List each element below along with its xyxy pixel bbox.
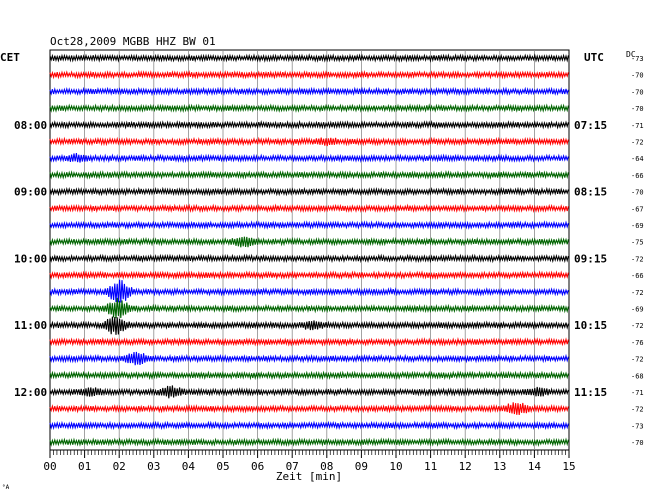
seismic-trace <box>49 279 569 303</box>
left-hour-label: 11:00 <box>14 319 47 332</box>
dc-offset-value: -72 <box>631 406 644 414</box>
left-hour-label: 10:00 <box>14 252 47 265</box>
dc-offset-value: -71 <box>631 389 644 397</box>
dc-offset-value: -71 <box>631 122 644 130</box>
dc-header-label: DC <box>626 50 636 59</box>
right-hour-label: 07:15 <box>574 119 607 132</box>
x-tick-label: 14 <box>528 460 542 473</box>
dc-offset-value: -70 <box>631 72 644 80</box>
x-tick-label: 13 <box>493 460 506 473</box>
right-hour-label: 09:15 <box>574 252 607 265</box>
dc-offset-value: -72 <box>631 255 644 263</box>
seismic-trace <box>49 437 569 447</box>
seismic-trace <box>49 236 569 248</box>
x-tick-label: 15 <box>562 460 575 473</box>
dc-offset-value: -70 <box>631 105 644 113</box>
dc-offset-labels: -73 -70 -70 -70 -71 -72 -64 -66 -70 -67 -69 -75 -72 -… <box>631 55 644 447</box>
dc-offset-value: -66 <box>631 272 644 280</box>
seismic-trace <box>49 270 569 280</box>
seismic-trace <box>49 170 569 180</box>
right-timezone-label: UTC <box>584 51 604 64</box>
dc-offset-value: -69 <box>631 222 644 230</box>
right-time-labels: 07:15 08:15 09:15 10:15 11:15 <box>574 119 607 399</box>
x-axis-label: Zeit [min] <box>276 470 342 483</box>
left-hour-label: 12:00 <box>14 386 47 399</box>
seismic-trace <box>49 316 569 335</box>
dc-offset-value: -70 <box>631 189 644 197</box>
dc-offset-value: -64 <box>631 155 644 163</box>
dc-offset-value: -72 <box>631 356 644 364</box>
dc-offset-value: -75 <box>631 239 644 247</box>
left-time-labels: 08:00 09:00 10:00 11:00 12:00 <box>14 119 47 399</box>
seismic-trace <box>49 420 569 431</box>
seismic-trace <box>49 69 569 80</box>
seismic-trace <box>49 220 569 230</box>
seismic-trace <box>49 337 569 347</box>
seismic-trace <box>49 370 569 381</box>
x-tick-label: 01 <box>78 460 91 473</box>
seismic-trace <box>49 103 569 113</box>
seismic-trace <box>49 297 569 319</box>
x-tick-label: 06 <box>251 460 264 473</box>
x-tick-label: 04 <box>182 460 196 473</box>
dc-offset-value: -68 <box>631 372 644 380</box>
x-tick-label: 02 <box>113 460 126 473</box>
x-tick-label: 07 <box>286 460 299 473</box>
grid-lines <box>84 50 535 450</box>
x-tick-label: 00 <box>43 460 56 473</box>
seismic-trace <box>49 186 569 197</box>
left-hour-label: 09:00 <box>14 186 47 199</box>
seismic-trace <box>49 253 569 264</box>
corner-mark: °A <box>2 484 10 491</box>
dc-offset-value: -73 <box>631 55 644 63</box>
seismic-trace <box>49 119 569 130</box>
dc-offset-value: -72 <box>631 139 644 147</box>
chart-title: Oct28,2009 MGBB HHZ BW 01 <box>50 35 216 48</box>
dc-offset-value: -73 <box>631 422 644 430</box>
dc-offset-value: -70 <box>631 439 644 447</box>
seismic-trace <box>49 385 569 399</box>
seismic-trace <box>49 86 569 97</box>
dc-offset-value: -70 <box>631 88 644 96</box>
seismic-trace <box>49 136 569 147</box>
x-axis: 00 01 02 03 04 05 06 07 08 09 10 11 12 13 14 15 <box>43 450 576 473</box>
dc-offset-value: -66 <box>631 172 644 180</box>
dc-offset-value: -76 <box>631 339 644 347</box>
dc-offset-value: -72 <box>631 289 644 297</box>
seismic-trace <box>49 53 569 63</box>
x-tick-label: 03 <box>147 460 160 473</box>
seismic-trace <box>49 203 569 214</box>
seismic-trace <box>49 351 569 366</box>
x-tick-label: 10 <box>389 460 402 473</box>
x-tick-label: 05 <box>216 460 229 473</box>
seismic-trace <box>49 402 569 416</box>
x-tick-label: 11 <box>424 460 437 473</box>
x-tick-label: 09 <box>355 460 368 473</box>
right-hour-label: 11:15 <box>574 386 607 399</box>
dc-offset-value: -67 <box>631 205 644 213</box>
dc-offset-value: -72 <box>631 322 644 330</box>
x-tick-label: 12 <box>459 460 472 473</box>
x-tick-label: 08 <box>320 460 333 473</box>
left-timezone-label: CET <box>0 51 20 64</box>
dc-offset-value: -69 <box>631 306 644 314</box>
right-hour-label: 08:15 <box>574 186 607 199</box>
right-hour-label: 10:15 <box>574 319 607 332</box>
seismic-trace <box>49 153 569 164</box>
seismic-traces <box>49 53 569 447</box>
left-hour-label: 08:00 <box>14 119 47 132</box>
